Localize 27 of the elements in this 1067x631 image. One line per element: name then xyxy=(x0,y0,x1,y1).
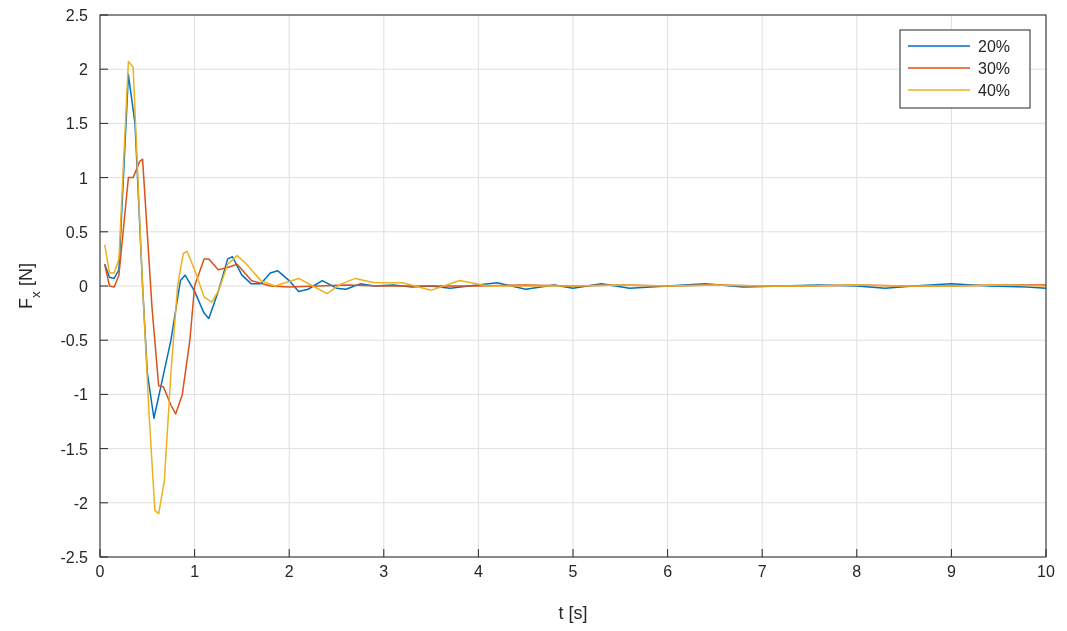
x-tick-label: 1 xyxy=(190,563,200,580)
legend-label: 30% xyxy=(978,60,1011,77)
x-tick-label: 7 xyxy=(757,563,767,580)
x-tick-label: 3 xyxy=(379,563,389,580)
legend-label: 20% xyxy=(978,38,1011,55)
x-tick-label: 6 xyxy=(663,563,673,580)
y-tick-label: 2 xyxy=(79,61,89,79)
x-tick-label: 0 xyxy=(95,563,105,580)
y-tick-label: -1.5 xyxy=(60,440,89,458)
y-tick-label: -2.5 xyxy=(60,549,89,566)
x-tick-label: 5 xyxy=(568,563,578,580)
y-tick-label: -2 xyxy=(73,494,89,512)
x-tick-label: 10 xyxy=(1037,563,1055,580)
y-tick-label: 1.5 xyxy=(65,115,89,133)
legend-label: 40% xyxy=(978,82,1011,99)
y-tick-label: 0 xyxy=(79,278,89,295)
x-tick-label: 4 xyxy=(473,563,483,580)
y-tick-label: 2.5 xyxy=(65,7,89,24)
x-axis-title: t [s] xyxy=(558,603,588,623)
y-tick-label: -1 xyxy=(73,386,89,404)
line-series xyxy=(103,60,1047,515)
x-tick-label: 2 xyxy=(284,563,294,580)
y-tick-label: 0.5 xyxy=(65,223,89,241)
y-tick-label: 1 xyxy=(79,169,89,187)
x-tick-label: 8 xyxy=(852,563,862,580)
y-tick-label: -0.5 xyxy=(60,332,89,350)
x-tick-label: 9 xyxy=(946,563,956,580)
